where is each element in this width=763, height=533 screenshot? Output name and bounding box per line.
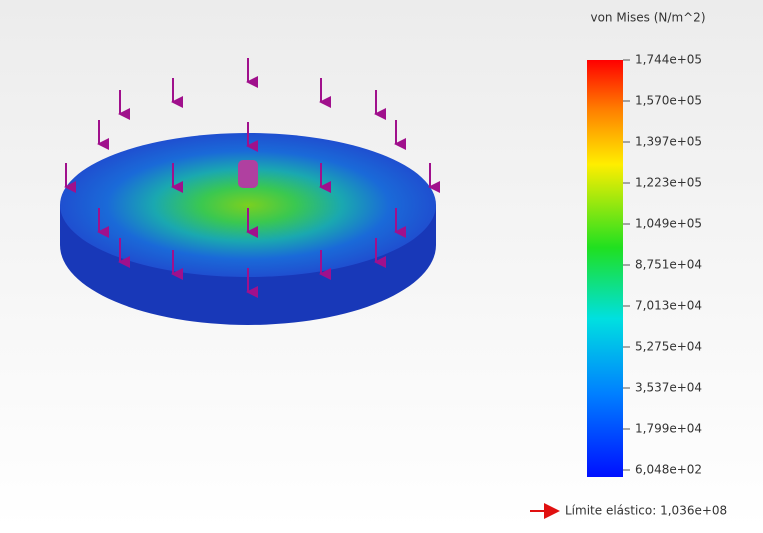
tick-label: 8,751e+04 (635, 258, 702, 272)
tick-label: 1,397e+05 (635, 135, 702, 149)
tick-label: 6,048e+02 (635, 463, 702, 477)
yield-limit: Límite elástico: 1,036e+08 (565, 504, 727, 518)
legend-title: von Mises (N/m^2) (590, 11, 705, 25)
tick-label: 1,570e+05 (635, 94, 702, 108)
hub (238, 160, 258, 188)
tick-label: 7,013e+04 (635, 299, 702, 313)
page: von Mises (N/m^2) 1,744e+05 1,570e+05 1,39… (0, 0, 763, 529)
color-scale (587, 60, 623, 477)
tick-label: 5,275e+04 (635, 340, 702, 354)
tick-label: 1,744e+05 (635, 53, 702, 67)
tick-label: 1,049e+05 (635, 217, 702, 231)
disc-top (60, 133, 436, 277)
viewport: von Mises (N/m^2) 1,744e+05 1,570e+05 1,39… (0, 0, 763, 529)
tick-label: 3,537e+04 (635, 381, 702, 395)
tick-label: 1,799e+04 (635, 422, 702, 436)
tick-label: 1,223e+05 (635, 176, 702, 190)
